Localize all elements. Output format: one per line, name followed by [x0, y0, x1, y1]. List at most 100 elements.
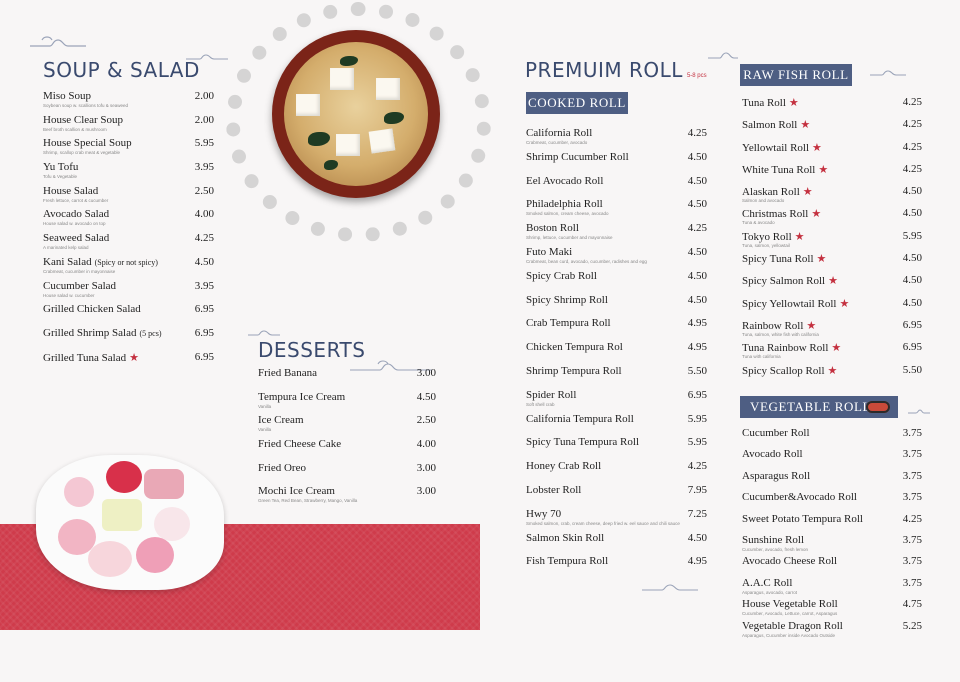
item-description: Shrimp, scallop crab meat & vegetable [43, 150, 121, 156]
item-name: Avocado Cheese Roll [742, 555, 837, 567]
item-price: 3.00 [416, 461, 436, 474]
menu-item: Shrimp Tempura Roll 5.50 [526, 365, 707, 389]
item-name: Honey Crab Roll [526, 460, 601, 472]
star-icon: ★ [831, 342, 842, 355]
menu-item: Grilled Shrimp Salad (5 pcs) 6.95 [43, 327, 214, 351]
menu-item: House Clear Soup Beef broth scallion & mu… [43, 114, 214, 138]
item-name-text: Spider Roll [526, 388, 577, 401]
item-name-text: A.A.C Roll [742, 576, 793, 589]
desserts-title: DESSERTS [258, 338, 366, 362]
menu-item: Mochi Ice Cream Green Tea, Red Bean, Stra… [258, 485, 436, 509]
item-name-text: Grilled Tuna Salad [43, 351, 127, 364]
menu-item: California Roll Crabmeat, cucumber, avoca… [526, 127, 707, 151]
item-name: Spicy Crab Roll [526, 270, 597, 282]
item-name-text: House Salad [43, 184, 99, 197]
item-price: 4.50 [687, 174, 707, 187]
seaweed [384, 112, 404, 124]
mochi-dessert-image [36, 455, 224, 590]
star-icon: ★ [794, 230, 805, 243]
item-price: 4.95 [687, 555, 707, 568]
item-name-text: Vegetable Dragon Roll [742, 619, 843, 632]
item-price: 3.00 [416, 367, 436, 379]
item-name-text: Grilled Chicken Salad [43, 303, 141, 316]
item-name: White Tuna Roll ★ [742, 163, 828, 176]
cloud-ornament-icon [642, 584, 698, 591]
item-price: 5.25 [902, 619, 922, 632]
item-name-text: Philadelphia Roll [526, 198, 603, 211]
item-name: Spicy Salmon Roll ★ [742, 274, 838, 287]
item-name: Eel Avocado Roll [526, 175, 603, 187]
item-name-text: Yu Tofu [43, 161, 79, 174]
item-name: California Tempura Roll [526, 413, 634, 425]
item-name-text: Avocado Roll [742, 448, 803, 461]
item-price: 4.25 [902, 512, 922, 525]
soup-salad-list: Miso Soup Soybean soup w. scallions tofu … [43, 90, 214, 374]
item-name-text: Fried Oreo [258, 461, 306, 474]
menu-item: Honey Crab Roll 4.25 [526, 460, 707, 484]
item-name-text: Shrimp Cucumber Roll [526, 150, 629, 163]
item-name: Futo Maki [526, 246, 572, 258]
cloud-ornament-icon [248, 330, 280, 336]
item-price: 4.25 [194, 232, 214, 245]
menu-item: Spicy Tuna Tempura Roll 5.95 [526, 436, 707, 460]
item-name: Cucumber&Avocado Roll [742, 491, 857, 503]
tofu-cube [296, 94, 320, 116]
star-icon: ★ [788, 97, 799, 109]
item-name: Crab Tempura Roll [526, 317, 611, 329]
item-price: 4.00 [194, 208, 214, 221]
item-name: Grilled Shrimp Salad (5 pcs) [43, 327, 162, 339]
menu-item: Hwy 70 Smoked salmon, crab, cream cheese,… [526, 508, 707, 532]
item-name-text: Fish Tempura Roll [526, 555, 609, 568]
item-name-text: House Clear Soup [43, 113, 124, 126]
item-name: Hwy 70 [526, 508, 561, 520]
item-name-text: Alaskan Roll [742, 186, 800, 199]
item-name: Seaweed Salad [43, 232, 109, 244]
item-name: Spicy Yellowtail Roll ★ [742, 297, 849, 310]
star-icon: ★ [828, 275, 838, 288]
item-price: 3.75 [902, 448, 922, 461]
item-name-text: Spicy Tuna Tempura Roll [526, 436, 640, 449]
item-name: Shrimp Tempura Roll [526, 365, 622, 377]
item-description: Vanilla [258, 403, 272, 409]
mochi [102, 499, 142, 531]
item-price: 4.50 [687, 150, 707, 163]
item-name: Vegetable Dragon Roll [742, 620, 843, 632]
item-name: Philadelphia Roll [526, 198, 603, 210]
item-name-text: Spicy Salmon Roll [742, 275, 826, 288]
star-icon: ★ [806, 319, 817, 332]
menu-item: Crab Tempura Roll 4.95 [526, 317, 707, 341]
item-name-text: Spicy Yellowtail Roll [742, 297, 837, 310]
item-name: Spicy Shrimp Roll [526, 294, 608, 306]
item-name-text: Cucumber Roll [742, 427, 810, 439]
star-icon: ★ [802, 186, 813, 199]
item-price: 3.95 [194, 279, 214, 292]
menu-item: Salmon Skin Roll 4.50 [526, 532, 707, 556]
item-price: 4.00 [416, 438, 436, 451]
menu-item: Boston Roll Shrimp, lettuce, cucumber and… [526, 222, 707, 246]
item-name-text: Lobster Roll [526, 483, 582, 496]
item-description: Vanilla [258, 427, 272, 433]
item-description: House salad w. cucumber [43, 292, 95, 298]
menu-item: Cucumber&Avocado Roll 3.75 [742, 491, 922, 512]
item-price: 4.25 [687, 460, 707, 473]
item-name-text: Hwy 70 [526, 507, 562, 520]
item-name-text: Fried Cheese Cake [258, 438, 342, 451]
vegetable-rolls-title-text: VEGETABLE ROLLS [750, 399, 879, 414]
item-description: Soft shell crab [526, 401, 555, 407]
item-price: 3.75 [902, 469, 922, 482]
item-description: Tuna with california [742, 354, 781, 360]
tofu-cube [330, 68, 354, 90]
raw-fish-roll-title: RAW FISH ROLL [740, 64, 852, 86]
item-name: Avocado Roll [742, 448, 803, 460]
menu-item: Futo Maki Crabmeat, bean curd, avocado, c… [526, 246, 707, 270]
item-name: Spicy Scallop Roll ★ [742, 364, 837, 377]
item-name-text: Seaweed Salad [43, 232, 110, 245]
item-price: 4.95 [687, 317, 707, 330]
item-name-text: Eel Avocado Roll [526, 174, 604, 187]
item-name-text: Cucumber&Avocado Roll [742, 491, 857, 504]
star-icon: ★ [811, 208, 822, 221]
item-name: House Special Soup [43, 137, 132, 149]
mochi [136, 537, 174, 573]
cooked-roll-label: COOKED ROLL [526, 92, 628, 114]
